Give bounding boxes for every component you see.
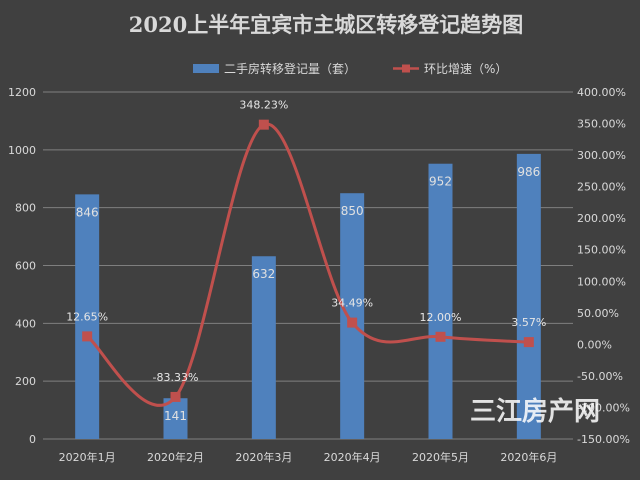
line-point-marker: [347, 317, 358, 328]
right-axis-tick-label: 400.00%: [577, 86, 626, 99]
left-axis-tick-label: 200: [15, 375, 36, 388]
bar-value-label: 846: [76, 205, 99, 219]
line-value-label: 348.23%: [239, 99, 288, 112]
bar-data-labels: 846 141 632 850 952 986: [76, 165, 541, 423]
x-axis: 2020年1月 2020年2月 2020年3月 2020年4月 2020年5月 2020年…: [59, 450, 558, 464]
left-axis-tick-label: 400: [15, 317, 36, 330]
x-axis-tick-label: 2020年4月: [324, 450, 381, 464]
right-axis-tick-label: 350.00%: [577, 118, 626, 131]
line-point-marker: [170, 391, 181, 402]
x-axis-tick-label: 2020年3月: [235, 450, 292, 464]
line-point-marker: [258, 119, 269, 130]
chart-title: 2020上半年宜宾市主城区转移登记趋势图: [129, 12, 523, 37]
right-axis-tick-label: 250.00%: [577, 181, 626, 194]
right-axis-tick-label: 100.00%: [577, 275, 626, 288]
left-axis: 0 200 400 600 800 1000 1200: [8, 86, 573, 446]
line-point-marker: [82, 331, 93, 342]
bar: [251, 256, 276, 439]
right-axis-tick-label: 300.00%: [577, 149, 626, 162]
legend-bar-swatch: [193, 64, 219, 73]
right-axis-tick-label: 50.00%: [577, 307, 619, 320]
legend: 二手房转移登记量（套） 环比增速（%）: [193, 61, 507, 76]
right-axis-tick-label: 150.00%: [577, 244, 626, 257]
line-point-marker: [435, 331, 446, 342]
bar-value-label: 850: [341, 204, 364, 218]
right-axis-tick-label: -50.00%: [577, 370, 623, 383]
bar: [340, 193, 365, 439]
line-data-labels: 12.65% -83.33% 348.23% 34.49% 12.00% 3.57%: [66, 99, 546, 384]
right-axis-tick-label: -150.00%: [577, 433, 630, 446]
bar-value-label: 632: [252, 267, 275, 281]
bar: [75, 194, 100, 439]
line-value-label: -83.33%: [153, 371, 199, 384]
left-axis-tick-label: 0: [29, 433, 36, 446]
legend-line-label: 环比增速（%）: [424, 62, 507, 76]
x-axis-tick-label: 2020年2月: [147, 450, 204, 464]
bar-series: [75, 153, 541, 440]
legend-bar-label: 二手房转移登记量（套）: [224, 61, 356, 76]
left-axis-tick-label: 800: [15, 202, 36, 215]
right-axis-tick-label: 0.00%: [577, 338, 612, 351]
x-axis-tick-label: 2020年5月: [412, 450, 469, 464]
right-axis: -150.00% -100.00% -50.00% 0.00% 50.00% 100.00…: [577, 86, 630, 446]
watermark-text: 三江房产网: [470, 397, 600, 427]
line-point-marker: [523, 337, 534, 348]
bar-value-label: 141: [164, 409, 187, 423]
bar-value-label: 952: [429, 175, 452, 189]
right-axis-tick-label: 200.00%: [577, 212, 626, 225]
x-axis-tick-label: 2020年1月: [59, 450, 116, 464]
bar: [428, 163, 453, 440]
left-axis-tick-label: 1200: [8, 86, 36, 99]
legend-line-marker: [402, 64, 410, 73]
line-value-label: 12.00%: [420, 311, 462, 324]
left-axis-tick-label: 600: [15, 260, 36, 273]
growth-rate-line: [86, 122, 529, 407]
line-value-label: 12.65%: [66, 310, 108, 323]
bar-value-label: 986: [517, 165, 540, 179]
right-axis-tick-label: -100.00%: [577, 401, 630, 414]
gridlines: [43, 91, 573, 440]
line-series: [82, 119, 534, 407]
x-axis-tick-label: 2020年6月: [500, 450, 557, 464]
line-value-label: 34.49%: [331, 297, 373, 310]
bar: [516, 153, 541, 440]
line-value-label: 3.57%: [511, 316, 546, 329]
left-axis-tick-label: 1000: [8, 144, 36, 157]
